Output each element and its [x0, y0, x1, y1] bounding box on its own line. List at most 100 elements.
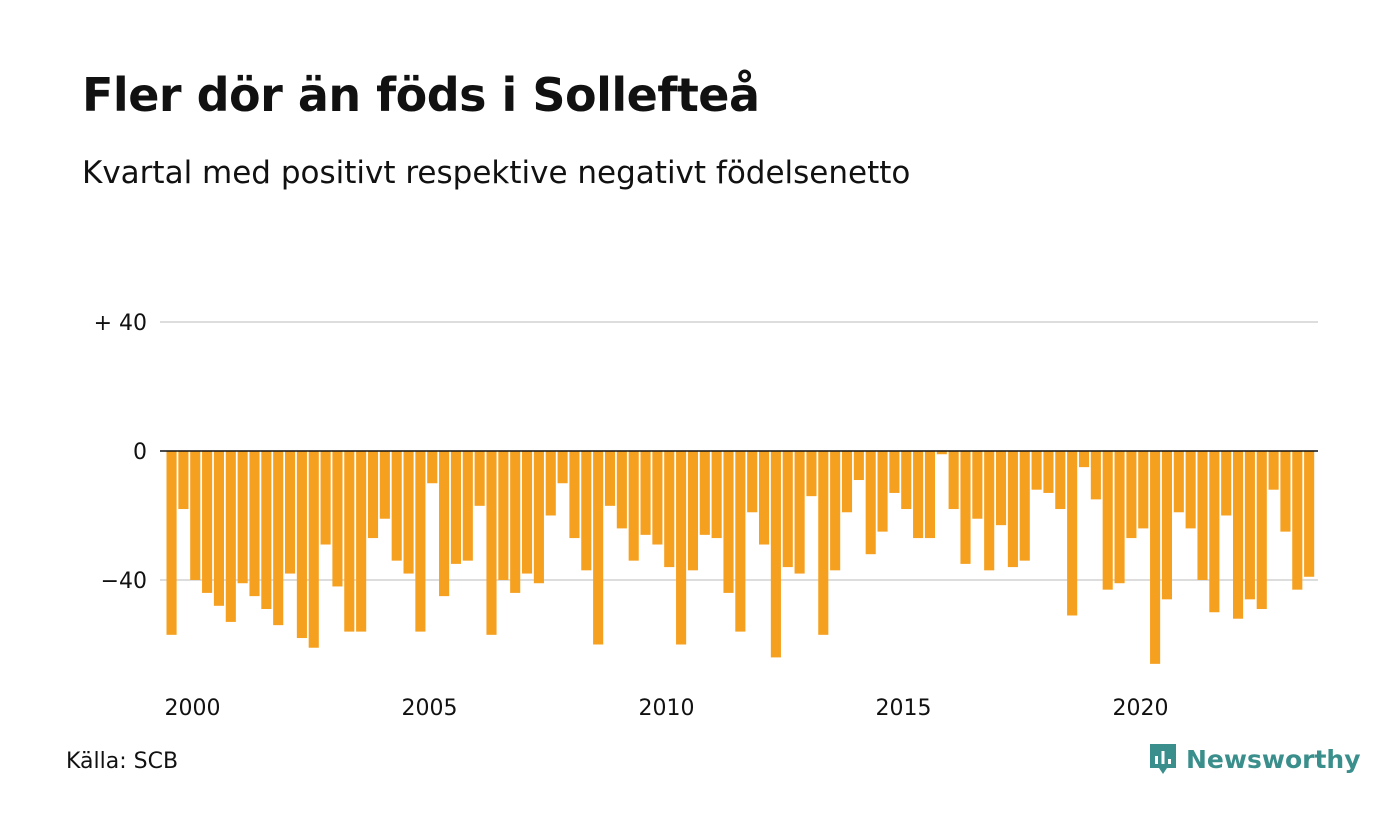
- bar: [676, 451, 687, 645]
- source-note: Källa: SCB: [66, 749, 179, 774]
- bar: [1126, 451, 1137, 539]
- bar: [403, 451, 414, 574]
- bar: [273, 451, 284, 626]
- bar: [462, 451, 473, 561]
- newsworthy-logo-icon: [1150, 744, 1176, 774]
- bar: [1114, 451, 1125, 584]
- bar: [818, 451, 829, 635]
- y-axis-labels: + 40 0 −40: [94, 311, 147, 594]
- bar: [628, 451, 639, 561]
- bar: [652, 451, 663, 545]
- bar: [261, 451, 272, 610]
- y-tick-label: −40: [101, 569, 147, 594]
- chart-title: Fler dör än föds i Sollefteå: [82, 68, 760, 122]
- x-tick-label: 2010: [639, 696, 695, 721]
- bar: [1019, 451, 1030, 561]
- bar: [439, 451, 450, 597]
- bar: [699, 451, 710, 535]
- bar: [1031, 451, 1042, 490]
- bar: [379, 451, 390, 519]
- bar: [794, 451, 805, 574]
- bar: [1233, 451, 1244, 619]
- bar: [723, 451, 734, 593]
- x-axis-labels: 2000 2005 2010 2015 2020: [165, 696, 1169, 721]
- bar: [557, 451, 568, 484]
- bar: [486, 451, 497, 635]
- bar: [356, 451, 367, 632]
- bar: [735, 451, 746, 632]
- bar: [202, 451, 213, 593]
- bar: [1161, 451, 1172, 600]
- bar: [1090, 451, 1101, 500]
- bar: [569, 451, 580, 539]
- bar-chart: + 40 0 −40 2000 2005 2010 2015 2020: [94, 311, 1318, 721]
- bar: [1185, 451, 1196, 529]
- bar: [237, 451, 248, 584]
- bar: [522, 451, 533, 574]
- bar: [770, 451, 781, 658]
- bar: [841, 451, 853, 513]
- bar: [427, 451, 438, 484]
- y-tick-label: 0: [133, 440, 147, 465]
- bar: [344, 451, 355, 632]
- bar: [1138, 451, 1149, 529]
- bar: [1043, 451, 1054, 493]
- bar: [178, 451, 189, 510]
- bar: [225, 451, 236, 622]
- bar: [782, 451, 793, 568]
- bar: [604, 451, 616, 506]
- bar: [1197, 451, 1208, 580]
- y-tick-label: + 40: [94, 311, 147, 336]
- bar: [308, 451, 319, 648]
- bar: [249, 451, 260, 597]
- bar: [1102, 451, 1113, 590]
- bar: [711, 451, 722, 539]
- bar: [285, 451, 296, 574]
- bar: [581, 451, 592, 571]
- bar: [474, 451, 485, 506]
- bar: [510, 451, 521, 593]
- bar: [415, 451, 426, 632]
- bar: [1173, 451, 1184, 513]
- bar: [1209, 451, 1220, 613]
- x-tick-label: 2015: [876, 696, 932, 721]
- bars: [166, 451, 1315, 664]
- bar: [1268, 451, 1279, 490]
- bar: [1221, 451, 1232, 516]
- bar: [367, 451, 379, 539]
- brand-name: Newsworthy: [1186, 744, 1361, 774]
- bar: [664, 451, 675, 568]
- bar: [1067, 451, 1078, 616]
- bar: [332, 451, 343, 587]
- bar: [924, 451, 935, 539]
- bar: [1304, 451, 1315, 577]
- bar: [1055, 451, 1066, 510]
- bar: [450, 451, 461, 564]
- bar: [498, 451, 509, 580]
- bar: [1280, 451, 1291, 532]
- bar: [936, 451, 947, 455]
- bar: [640, 451, 651, 535]
- x-tick-label: 2005: [402, 696, 458, 721]
- bar: [391, 451, 402, 561]
- chart-subtitle: Kvartal med positivt respektive negativt…: [82, 155, 911, 191]
- newsworthy-brand[interactable]: Newsworthy: [1148, 742, 1361, 776]
- bar: [166, 451, 177, 635]
- bar: [972, 451, 983, 519]
- bar: [1007, 451, 1018, 568]
- bar: [545, 451, 556, 516]
- bar: [806, 451, 817, 497]
- bar: [996, 451, 1007, 526]
- bar: [616, 451, 627, 529]
- bar: [759, 451, 770, 545]
- bar: [984, 451, 995, 571]
- bar: [853, 451, 864, 481]
- bar: [948, 451, 959, 510]
- bar: [687, 451, 698, 571]
- bar: [913, 451, 924, 539]
- bar: [593, 451, 604, 645]
- bar: [877, 451, 888, 532]
- x-tick-label: 2000: [165, 696, 221, 721]
- bar: [901, 451, 912, 510]
- bar: [865, 451, 876, 555]
